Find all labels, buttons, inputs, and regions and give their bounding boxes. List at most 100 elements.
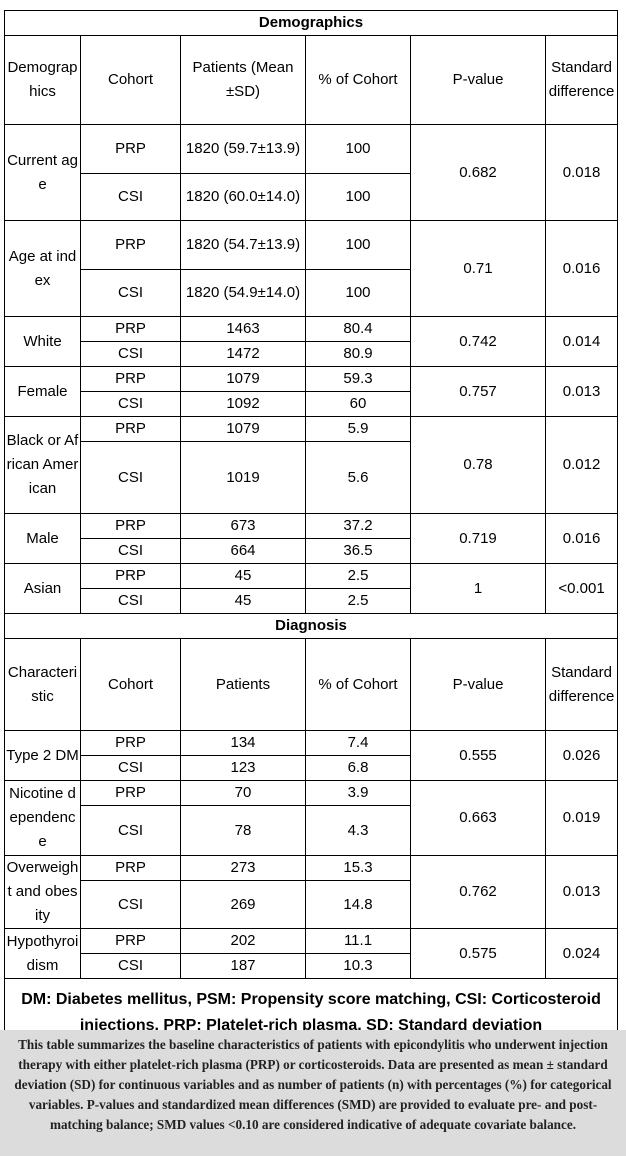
- row-label: Asian: [4, 563, 81, 614]
- row-label: Nicotine dependence: [4, 780, 81, 856]
- cohort: CSI: [80, 588, 181, 614]
- patients: 269: [180, 880, 306, 929]
- percent: 10.3: [305, 953, 411, 979]
- table-row: CSI 187 10.3: [5, 953, 618, 979]
- percent: 5.6: [305, 441, 411, 514]
- column-header: P-value: [410, 35, 546, 125]
- cohort: PRP: [80, 780, 181, 806]
- table-row: Demographics Cohort Patients (Mean ±SD)% o…: [4, 35, 619, 125]
- column-header: % of Cohort: [305, 35, 411, 125]
- column-header: Standard difference: [544, 638, 619, 731]
- cohort: PRP: [80, 124, 181, 174]
- p-value: 0.762: [410, 855, 546, 929]
- cohort: CSI: [80, 391, 181, 417]
- standard-difference: <0.001: [544, 563, 619, 614]
- row-label: Current age: [4, 124, 81, 221]
- patients: 1463: [180, 316, 306, 342]
- patients: 273: [180, 855, 306, 881]
- table-row: Hypothyroidism PRP 202 11.1 0.575 0.024: [4, 928, 619, 979]
- table-row: Nicotine dependence PRP 70 3.9 0.663 0.019: [4, 780, 619, 856]
- cohort: PRP: [80, 855, 181, 881]
- cohort: CSI: [80, 269, 181, 317]
- table-row: Black or African American PRP 1079 5.9 0.78 0…: [4, 416, 619, 514]
- p-value: 0.555: [410, 730, 546, 781]
- table-row: CSI 1092 60: [5, 391, 618, 417]
- cohort: CSI: [80, 805, 181, 856]
- standard-difference: 0.018: [544, 124, 619, 221]
- p-value: 0.78: [410, 416, 546, 514]
- p-value: 0.719: [410, 513, 546, 564]
- table-row: White PRP 1463 80.4 0.742 0.014: [4, 316, 619, 367]
- column-header: Demographics: [4, 35, 81, 125]
- table-row: Age at index PRP 1820 (54.7±13.9) 100 0.71 0.…: [4, 220, 619, 317]
- percent: 2.5: [305, 563, 411, 589]
- row-label: Overweight and obesity: [4, 855, 81, 929]
- percent: 6.8: [305, 755, 411, 781]
- cohort: CSI: [80, 538, 181, 564]
- table-row: Male PRP 673 37.2 0.719 0.016: [4, 513, 619, 564]
- percent: 100: [305, 269, 411, 317]
- patients: 1820 (59.7±13.9): [180, 124, 306, 174]
- row-label: Male: [4, 513, 81, 564]
- patients: 1092: [180, 391, 306, 417]
- column-header: Cohort: [80, 638, 181, 731]
- cohort: CSI: [80, 880, 181, 929]
- standard-difference: 0.019: [544, 780, 619, 856]
- patients: 1472: [180, 341, 306, 367]
- p-value: 0.575: [410, 928, 546, 979]
- standard-difference: 0.016: [544, 513, 619, 564]
- row-label: Type 2 DM: [4, 730, 81, 781]
- standard-difference: 0.014: [544, 316, 619, 367]
- column-header: P-value: [410, 638, 546, 731]
- table-row: CSI 1472 80.9: [5, 341, 618, 367]
- patients: 673: [180, 513, 306, 539]
- data-table: Demographics Demographics Cohort Patients (…: [3, 10, 619, 1048]
- standard-difference: 0.026: [544, 730, 619, 781]
- table-row: CSI 123 6.8: [5, 755, 618, 781]
- percent: 15.3: [305, 855, 411, 881]
- table-row: CSI 269 14.8: [5, 880, 618, 929]
- column-header: Patients (Mean ±SD): [180, 35, 306, 125]
- patients: 187: [180, 953, 306, 979]
- table-row: Characteristic Cohort Patients% of Cohort P…: [4, 638, 619, 731]
- percent: 100: [305, 220, 411, 270]
- p-value: 0.682: [410, 124, 546, 221]
- row-label: Age at index: [4, 220, 81, 317]
- patients: 70: [180, 780, 306, 806]
- percent: 4.3: [305, 805, 411, 856]
- percent: 7.4: [305, 730, 411, 756]
- cohort: PRP: [80, 730, 181, 756]
- patients: 202: [180, 928, 306, 954]
- row-label: Hypothyroidism: [4, 928, 81, 979]
- cohort: PRP: [80, 220, 181, 270]
- percent: 80.9: [305, 341, 411, 367]
- table-row: Type 2 DM PRP 134 7.4 0.555 0.026: [4, 730, 619, 781]
- percent: 59.3: [305, 366, 411, 392]
- column-header: Standard difference: [544, 35, 619, 125]
- table-row: CSI 78 4.3: [5, 805, 618, 856]
- percent: 3.9: [305, 780, 411, 806]
- percent: 2.5: [305, 588, 411, 614]
- cohort: CSI: [80, 953, 181, 979]
- patients: 1820 (54.9±14.0): [180, 269, 306, 317]
- patients: 45: [180, 588, 306, 614]
- table-row: Demographics: [3, 10, 619, 36]
- percent: 100: [305, 173, 411, 221]
- table-row: CSI 1820 (54.9±14.0) 100: [5, 269, 618, 317]
- row-label: Black or African American: [4, 416, 81, 514]
- table-row: Asian PRP 45 2.5 1 <0.001: [4, 563, 619, 614]
- column-header: % of Cohort: [305, 638, 411, 731]
- column-header: Cohort: [80, 35, 181, 125]
- percent: 80.4: [305, 316, 411, 342]
- patients: 123: [180, 755, 306, 781]
- patients: 1079: [180, 416, 306, 442]
- patients: 1019: [180, 441, 306, 514]
- table-row: CSI 1820 (60.0±14.0) 100: [5, 173, 618, 221]
- column-header: Patients: [180, 638, 306, 731]
- section-title: Demographics: [3, 10, 619, 36]
- standard-difference: 0.016: [544, 220, 619, 317]
- patients: 1820 (60.0±14.0): [180, 173, 306, 221]
- cohort: CSI: [80, 341, 181, 367]
- p-value: 0.757: [410, 366, 546, 417]
- table-row: Overweight and obesity PRP 273 15.3 0.762 0.0…: [4, 855, 619, 929]
